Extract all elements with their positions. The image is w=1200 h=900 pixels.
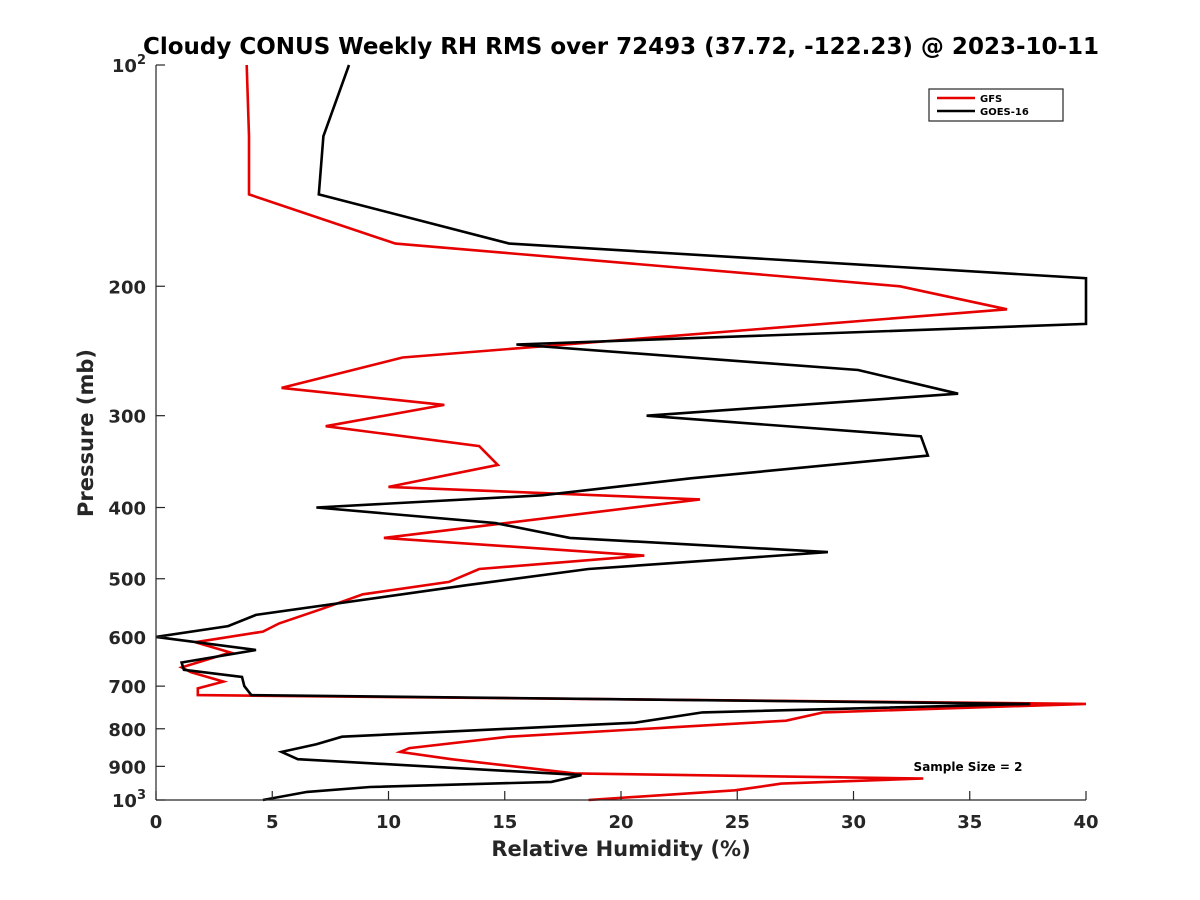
legend-label-goes-16: GOES-16 <box>980 107 1029 118</box>
x-axis: 0 5 10 15 20 25 30 35 40 <box>150 791 1099 833</box>
y-tick-label: 103 <box>112 788 146 812</box>
x-tick-label: 25 <box>725 812 750 833</box>
legend: GFS GOES-16 <box>928 88 1064 122</box>
y-tick-label: 400 <box>108 499 146 520</box>
y-tick-label: 900 <box>108 757 146 778</box>
chart-title: Cloudy CONUS Weekly RH RMS over 72493 (3… <box>143 34 1099 60</box>
y-axis-label: Pressure (mb) <box>74 349 98 517</box>
series-line-gfs <box>178 64 1087 802</box>
x-tick-label: 20 <box>608 812 633 833</box>
x-tick-label: 10 <box>376 812 401 833</box>
sample-size-annotation: Sample Size = 2 <box>914 760 1023 774</box>
y-axis: 102 200 300 400 500 600 700 800 900 103 <box>108 53 165 812</box>
x-tick-label: 40 <box>1073 812 1098 833</box>
y-tick-label: 300 <box>108 407 146 428</box>
x-tick-label: 30 <box>841 812 866 833</box>
x-tick-label: 0 <box>150 812 163 833</box>
legend-label-gfs: GFS <box>980 94 1002 105</box>
legend-box <box>928 88 1064 122</box>
x-tick-label: 5 <box>266 812 279 833</box>
plot-area <box>155 64 1088 802</box>
series-line-goes-16 <box>155 64 1088 802</box>
y-tick-label: 600 <box>108 628 146 649</box>
y-tick-label: 700 <box>108 677 146 698</box>
y-tick-label: 800 <box>108 720 146 741</box>
x-axis-label: Relative Humidity (%) <box>491 837 750 861</box>
x-tick-label: 35 <box>957 812 982 833</box>
y-tick-label: 500 <box>108 570 146 591</box>
y-tick-label: 200 <box>108 277 146 298</box>
y-tick-label: 102 <box>112 53 146 77</box>
x-tick-label: 15 <box>492 812 517 833</box>
